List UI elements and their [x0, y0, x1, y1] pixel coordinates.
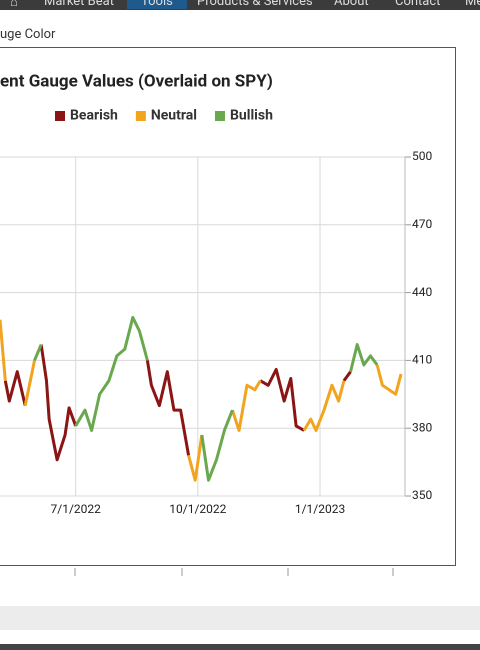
footer-bar — [0, 644, 480, 650]
y-tick-label: 440 — [412, 285, 432, 299]
scroll-ticks — [74, 568, 394, 576]
legend-swatch — [135, 111, 146, 121]
footer-strip — [0, 606, 480, 630]
nav-link[interactable]: About — [334, 0, 369, 9]
legend-swatch — [55, 111, 65, 121]
y-tick-label: 380 — [412, 420, 432, 434]
nav-link[interactable]: Contact — [395, 0, 441, 9]
y-tick-label: 410 — [412, 353, 432, 367]
y-tick-label: 500 — [412, 149, 432, 163]
x-tick-label: 10/1/2022 — [169, 502, 226, 516]
legend-swatch — [214, 111, 225, 121]
nav-link[interactable]: Products & Services — [197, 0, 313, 9]
nav-link[interactable]: Me — [465, 0, 480, 9]
y-tick-label: 470 — [412, 217, 432, 231]
legend-label: Bullish — [230, 108, 273, 124]
control-label: uge Color — [0, 27, 56, 42]
series-line — [3, 344, 352, 462]
home-icon[interactable]: ⌂ — [10, 0, 18, 10]
x-tick-label: 1/1/2023 — [295, 502, 345, 516]
x-tick-label: 7/1/2022 — [51, 502, 102, 516]
nav-link[interactable]: Tools — [127, 0, 187, 9]
chart-title: ent Gauge Values (Overlaid on SPY) — [0, 71, 273, 91]
chart-frame — [0, 47, 456, 566]
y-tick-label: 350 — [412, 488, 432, 502]
series-line — [0, 319, 403, 482]
legend-label: Bearish — [70, 108, 118, 124]
legend-label: Neutral — [151, 108, 197, 124]
nav-bar: ⌂ Market Beat Tools Products & Services … — [0, 0, 480, 10]
nav-link[interactable]: Market Beat — [44, 0, 114, 9]
series-line — [33, 315, 379, 482]
